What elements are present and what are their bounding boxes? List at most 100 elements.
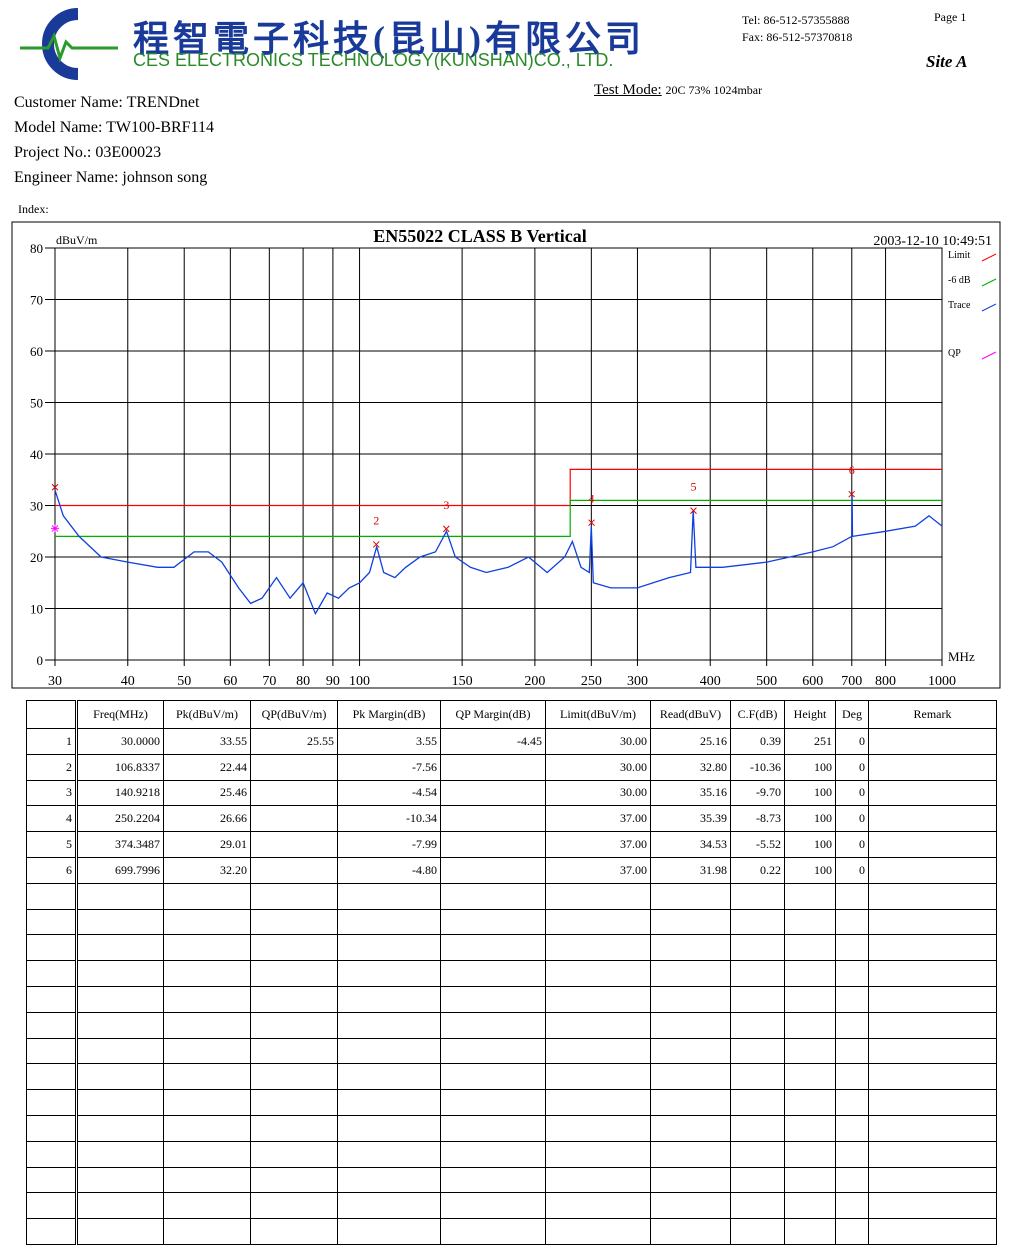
table-cell <box>440 753 546 781</box>
table-cell: 22.44 <box>163 753 251 781</box>
y-tick-label: 10 <box>30 602 43 617</box>
table-cell <box>76 1063 164 1091</box>
table-cell <box>868 1140 997 1168</box>
table-cell <box>784 934 836 962</box>
header-cell: Pk Margin(dB) <box>337 700 441 729</box>
table-cell <box>163 1011 251 1039</box>
empty-row <box>26 1089 997 1116</box>
qp-marker <box>51 524 59 533</box>
table-cell <box>250 1166 338 1194</box>
table-cell <box>26 1166 78 1194</box>
table-cell <box>337 934 441 962</box>
empty-row <box>26 1011 997 1039</box>
table-cell <box>650 1218 731 1245</box>
table-cell <box>545 1037 651 1065</box>
logo <box>20 8 118 80</box>
table-cell: 35.16 <box>650 779 731 807</box>
table-cell <box>26 1037 78 1065</box>
table-cell <box>868 1089 997 1116</box>
table-cell <box>26 1218 78 1245</box>
table-cell <box>545 908 651 936</box>
table-cell <box>250 1011 338 1039</box>
empty-row <box>26 985 997 1013</box>
table-cell <box>784 1218 836 1245</box>
table-cell <box>868 1218 997 1245</box>
table-cell <box>730 960 785 987</box>
series-line <box>55 499 942 537</box>
table-cell <box>784 1166 836 1194</box>
table-cell <box>440 1063 546 1091</box>
table-cell: 106.8337 <box>76 753 164 781</box>
table-cell: -8.73 <box>730 805 785 833</box>
table-cell: 33.55 <box>163 728 251 755</box>
table-cell <box>26 934 78 962</box>
table-cell: -7.56 <box>337 753 441 781</box>
table-cell <box>250 1037 338 1065</box>
table-cell <box>337 1166 441 1194</box>
table-cell <box>26 1063 78 1091</box>
table-cell <box>163 1166 251 1194</box>
peak-label: 3 <box>443 498 449 512</box>
table-cell <box>440 1089 546 1116</box>
table-cell <box>650 960 731 987</box>
table-row: 6 699.7996 32.20 -4.80 37.00 31.98 0.22 100 0 <box>26 856 997 884</box>
table-cell <box>26 1011 78 1039</box>
header-cell: QP(dBuV/m) <box>250 700 338 729</box>
table-cell <box>76 1089 164 1116</box>
table-cell <box>250 1063 338 1091</box>
table-cell: 100 <box>784 856 836 884</box>
info-line: Project No.: 03E00023 <box>14 144 162 161</box>
legend-label: Trace <box>948 300 971 311</box>
table-cell <box>163 934 251 962</box>
table-cell <box>835 1140 869 1168</box>
table-cell <box>545 1140 651 1168</box>
table-cell <box>163 1192 251 1220</box>
table-cell <box>250 831 338 858</box>
table-cell <box>26 1140 78 1168</box>
table-cell: 30.0000 <box>76 728 164 755</box>
table-cell <box>650 1063 731 1091</box>
chart-title: EN55022 CLASS B Vertical <box>373 226 587 246</box>
peak-marker <box>51 483 59 491</box>
table-cell <box>868 1192 997 1220</box>
table-cell <box>784 908 836 936</box>
table-cell <box>545 1011 651 1039</box>
peak-marker <box>372 541 380 548</box>
table-cell <box>650 1192 731 1220</box>
table-cell <box>835 934 869 962</box>
table-cell <box>337 882 441 910</box>
table-cell <box>163 908 251 936</box>
table-cell: 25.46 <box>163 779 251 807</box>
table-cell: 25.16 <box>650 728 731 755</box>
table-cell <box>440 1218 546 1245</box>
table-row: 1 30.0000 33.55 25.55 3.55 -4.45 30.00 25.16 0.3… <box>26 728 997 755</box>
table-cell <box>835 882 869 910</box>
table-cell: 26.66 <box>163 805 251 833</box>
table-cell: 699.7996 <box>76 856 164 884</box>
table-cell <box>440 1114 546 1142</box>
table-cell <box>76 1166 164 1194</box>
table-cell: 100 <box>784 753 836 781</box>
header-cell: C.F(dB) <box>730 700 785 729</box>
header-cell: Pk(dBuV/m) <box>163 700 251 729</box>
table-cell <box>784 1063 836 1091</box>
empty-row <box>26 1192 997 1220</box>
table-cell <box>440 1011 546 1039</box>
table-cell <box>545 1063 651 1091</box>
table-cell <box>337 908 441 936</box>
table-cell <box>440 856 546 884</box>
table-cell <box>250 779 338 807</box>
table-cell <box>250 805 338 833</box>
table-cell: 4 <box>26 805 78 833</box>
table-cell <box>440 1140 546 1168</box>
table-cell: 374.3487 <box>76 831 164 858</box>
info-line: Model Name: TW100-BRF114 <box>14 119 214 136</box>
table-cell <box>337 960 441 987</box>
table-cell: 37.00 <box>545 856 651 884</box>
index-label: Index: <box>18 202 49 216</box>
empty-row <box>26 1063 997 1091</box>
y-unit: dBuV/m <box>56 233 98 247</box>
table-cell <box>250 1218 338 1245</box>
table-cell <box>835 1089 869 1116</box>
table-cell <box>76 985 164 1013</box>
